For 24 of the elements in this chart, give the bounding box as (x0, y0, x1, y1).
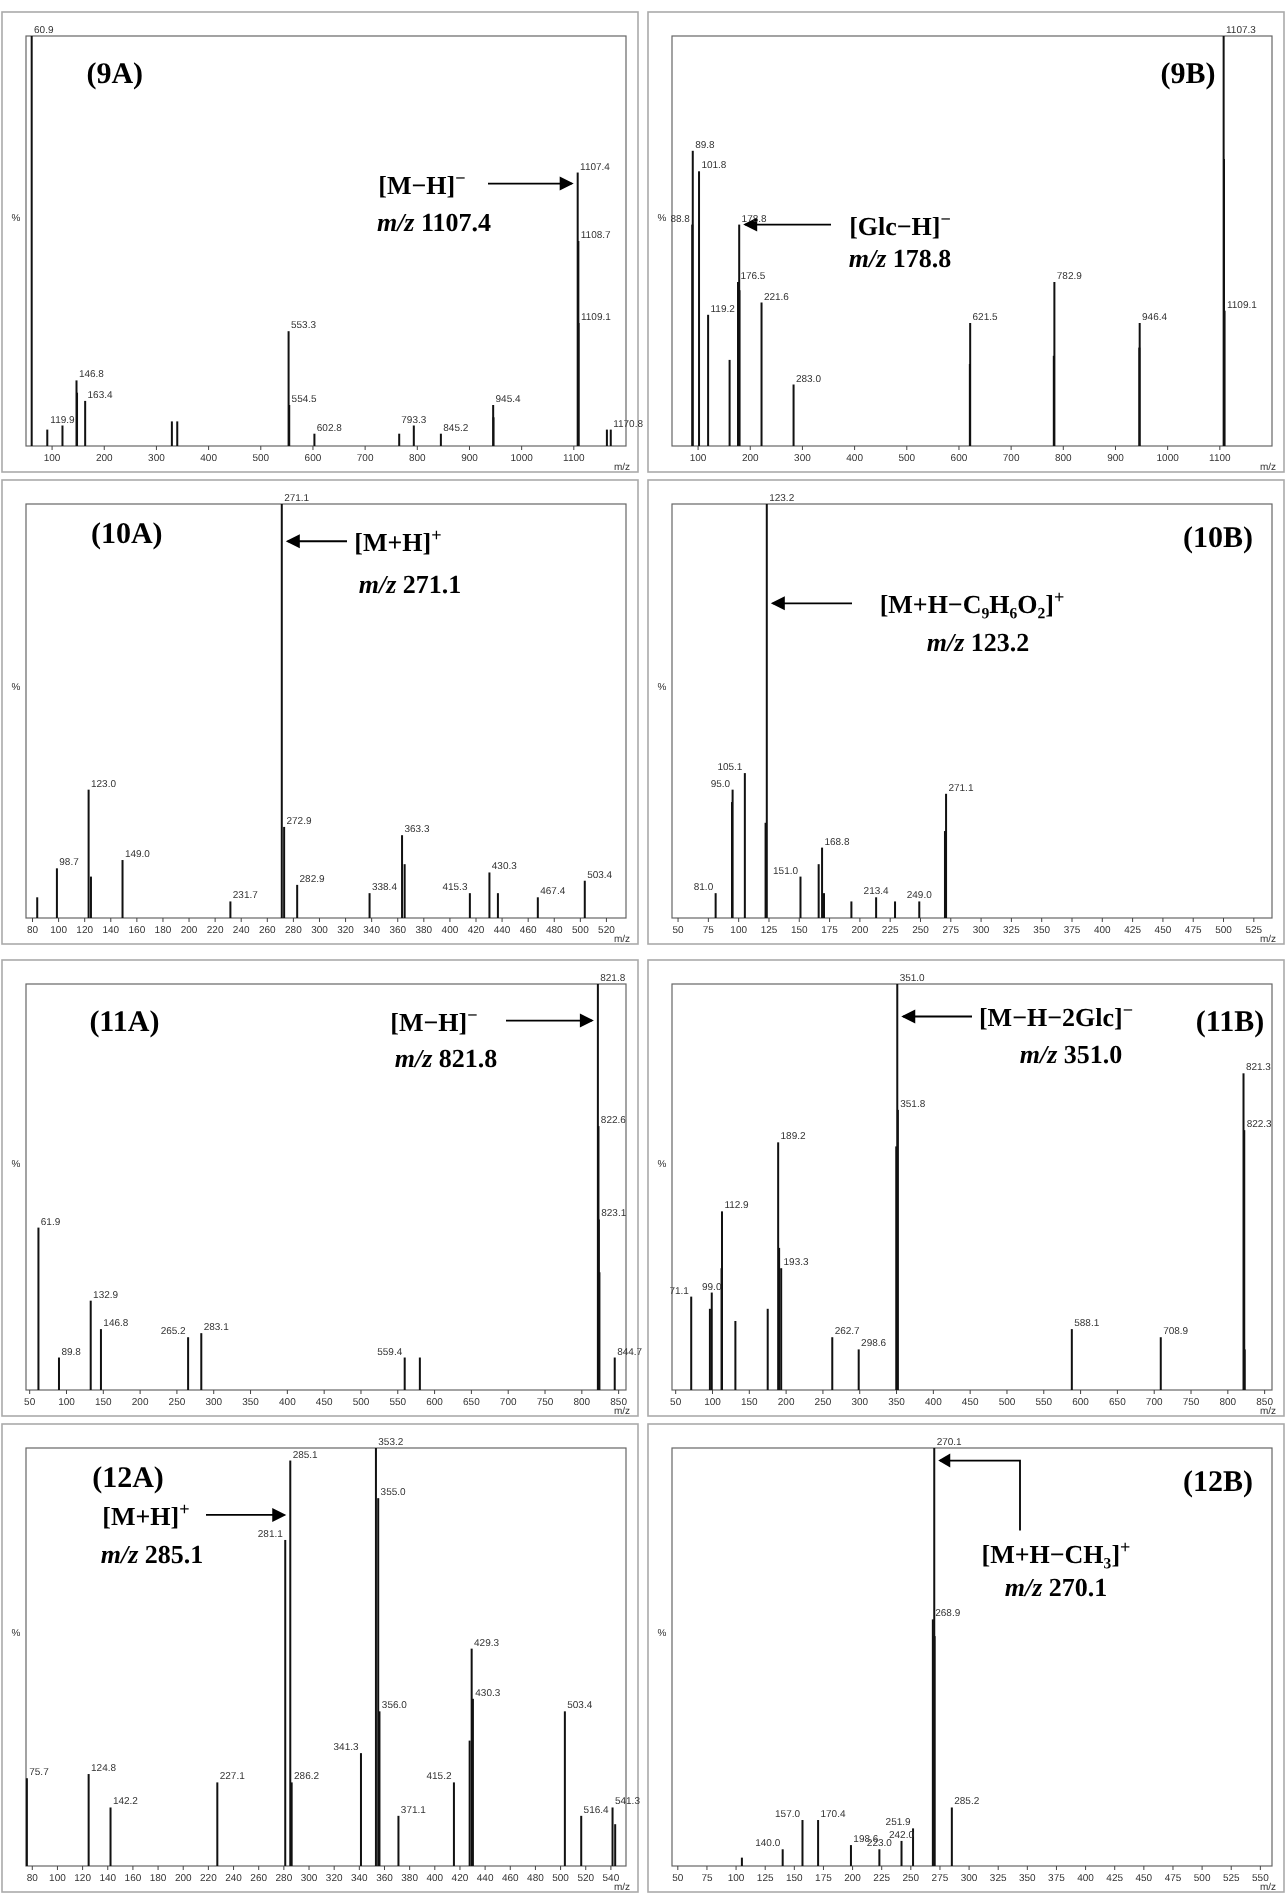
annotation: [M+H]$^{+}$ (354, 525, 442, 558)
annotation: [M+H−C₉H₆O₂]$^{+}$ (879, 587, 1065, 620)
annotation: [M+H−CH₃]$^{+}$ (981, 1536, 1131, 1569)
annotation: m/z 123.2 (926, 626, 1030, 657)
annotation: [M+H]$^{+}$ (102, 1498, 190, 1531)
text: (11A) (89, 1006, 160, 1039)
text: (9A) (86, 58, 144, 91)
annotation: m/z 271.1 (358, 568, 462, 599)
annotation: [M−H]$^{−}$ (390, 1004, 478, 1037)
annotation: m/z 285.1 (100, 1538, 204, 1569)
annotation: m/z 351.0 (1019, 1039, 1123, 1070)
annotation: m/z 270.1 (1004, 1571, 1108, 1602)
text: (12B) (1183, 1467, 1253, 1500)
annotation: [M−H−2Glc]$^{−}$ (978, 1000, 1134, 1033)
annotation: m/z 821.8 (394, 1043, 499, 1074)
annotation: [M−H]$^{−}$ (378, 167, 466, 200)
text: (9B) (1160, 58, 1216, 91)
text: (11B) (1195, 1006, 1265, 1039)
text: (10B) (1183, 523, 1253, 556)
annotation: m/z 1107.4 (376, 206, 493, 237)
text: (10A) (90, 518, 163, 551)
annotation: m/z 178.8 (848, 243, 953, 274)
text: (12A) (92, 1463, 164, 1496)
annotation: [Glc−H]$^{−}$ (849, 208, 951, 241)
